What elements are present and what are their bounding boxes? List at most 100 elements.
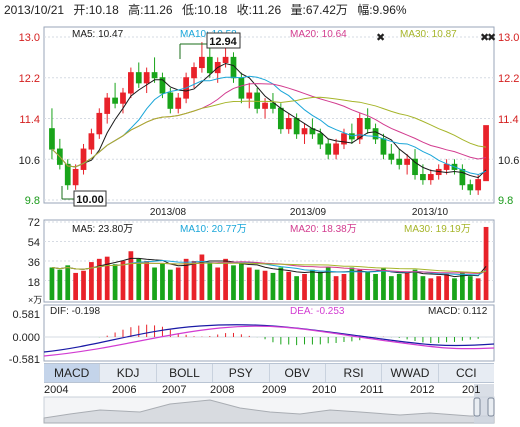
- candle-body: [270, 102, 276, 109]
- volume-bar: [183, 258, 189, 300]
- macd-dea-legend: DEA: -0.253: [290, 306, 345, 317]
- volume-bar: [278, 267, 284, 300]
- volume-bar: [223, 258, 228, 300]
- macd-histogram: [98, 324, 487, 346]
- timeline-year: 2011: [360, 384, 384, 396]
- quote-open: 开:10.18: [73, 3, 119, 17]
- timeline-right-handle[interactable]: [487, 397, 495, 417]
- volume-bar: [49, 267, 55, 300]
- volume-bar: [302, 274, 307, 300]
- candle-body: [159, 77, 166, 94]
- candle-body: [135, 72, 142, 84]
- price-tick-right: 12.2: [498, 73, 519, 85]
- price-tick-left: 12.2: [19, 73, 40, 85]
- low-label: 10.00: [76, 194, 104, 206]
- volume-bar: [286, 271, 292, 300]
- macd-dif-legend: DIF: -0.198: [50, 306, 100, 317]
- candle-body: [112, 97, 118, 104]
- candle-body: [443, 163, 450, 170]
- quote-header: 2013/10/21 开:10.18 高:11.26 低:10.18 收:11.…: [0, 0, 520, 20]
- candle-body: [364, 118, 371, 130]
- close-icon[interactable]: ✖: [480, 32, 489, 44]
- candle-body: [206, 56, 213, 74]
- high-label-box: [206, 32, 241, 49]
- candle-body: [49, 128, 55, 150]
- timeline-year: 2008: [210, 384, 235, 396]
- macd-value-legend: MACD: 0.112: [428, 306, 488, 317]
- volume-ma30-legend: MA30: 19.19万: [404, 224, 471, 235]
- price-tick-right: 13.0: [498, 32, 519, 44]
- volume-ma5-legend: MA5: 23.80万: [72, 224, 133, 235]
- volume-bar: [460, 271, 465, 300]
- volume-bar: [207, 263, 213, 300]
- volume-bar: [175, 267, 181, 300]
- candle-body: [175, 97, 182, 109]
- volume-tick: 36: [28, 257, 40, 269]
- candle-body: [301, 128, 308, 135]
- candle-body: [151, 72, 158, 79]
- volume-ma20-legend: MA20: 18.38万: [290, 224, 357, 235]
- candle-body: [238, 77, 245, 99]
- close-icon[interactable]: ✖: [376, 32, 385, 44]
- timeline-year: 201: [462, 384, 481, 396]
- tab-rsi[interactable]: RSI: [326, 364, 383, 382]
- candle-body: [199, 56, 205, 69]
- timeline-left-handle[interactable]: [473, 397, 481, 417]
- candle-body: [325, 143, 332, 155]
- volume-bar: [128, 251, 134, 300]
- tab-psy[interactable]: PSY: [213, 364, 270, 382]
- tab-kdj[interactable]: KDJ: [100, 364, 157, 382]
- candle-body: [356, 118, 363, 140]
- volume-bar: [104, 256, 110, 300]
- macd-tick: -0.581: [9, 354, 40, 366]
- volume-tick: 18: [28, 277, 40, 289]
- timeline-year: 2009: [262, 384, 287, 396]
- volume-grid: [44, 221, 494, 281]
- tab-cci[interactable]: CCI: [455, 366, 477, 380]
- price-tick-right: 11.4: [498, 114, 519, 126]
- price-x-label: 2013/09: [290, 207, 327, 218]
- volume-bar: [167, 269, 173, 300]
- tab-macd[interactable]: MACD: [44, 364, 101, 382]
- candle-body: [88, 133, 95, 150]
- candle-body: [475, 179, 482, 191]
- volume-bar: [199, 254, 205, 300]
- tab-boll[interactable]: BOLL: [157, 364, 214, 382]
- candle-body: [349, 133, 355, 140]
- candle-body: [483, 125, 489, 182]
- volume-bars: [49, 226, 489, 300]
- macd-tick: 0.000: [12, 332, 40, 344]
- candle-body: [285, 118, 292, 130]
- volume-bar: [89, 262, 94, 300]
- volume-bar: [215, 267, 221, 300]
- candle-body: [341, 133, 347, 145]
- tab-wwad[interactable]: WWAD: [382, 364, 439, 382]
- price-candles: [49, 40, 489, 195]
- candle-body: [222, 56, 229, 63]
- candle-body: [388, 153, 395, 160]
- candle-body: [404, 158, 410, 165]
- price-tick-left: 9.8: [25, 195, 40, 207]
- volume-ma10-legend: MA10: 20.77万: [180, 224, 247, 235]
- price-tick-right: 10.6: [498, 155, 519, 167]
- close-icon[interactable]: ✖: [487, 32, 496, 44]
- tab-obv[interactable]: OBV: [270, 364, 326, 382]
- candle-body: [143, 72, 150, 84]
- volume-bar: [381, 267, 386, 300]
- price-ma10-line: [51, 75, 487, 176]
- candle-body: [120, 92, 126, 104]
- candle-body: [317, 133, 324, 145]
- volume-bar: [246, 267, 252, 300]
- volume-bar: [420, 276, 426, 300]
- candle-body: [293, 118, 300, 135]
- price-x-label: 2013/08: [150, 207, 187, 218]
- quote-close: 收:11.26: [236, 3, 282, 17]
- quote-volume: 量:67.42万: [290, 3, 348, 17]
- volume-bar: [239, 263, 244, 300]
- timeline-year: 2006: [112, 384, 137, 396]
- candle-body: [254, 92, 261, 109]
- timeline-year: 2012: [410, 384, 435, 396]
- volume-bar: [120, 261, 126, 300]
- candle-body: [246, 92, 253, 99]
